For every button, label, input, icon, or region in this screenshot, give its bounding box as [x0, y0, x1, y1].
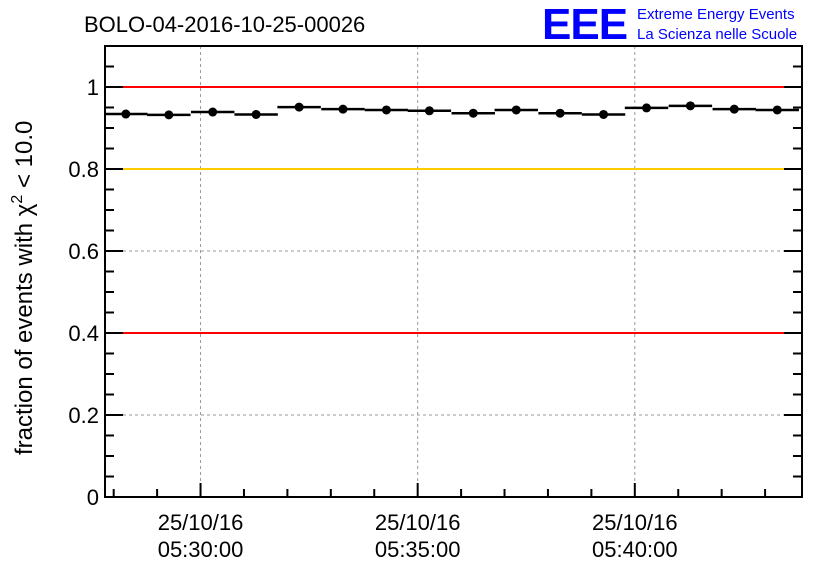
eee-logo: EEE Extreme Energy Events La Scienza nel… [542, 0, 797, 49]
data-point [468, 108, 478, 118]
x-tick-date: 25/10/16 [158, 510, 244, 535]
data-point [642, 103, 652, 113]
y-tick-label: 0.8 [68, 157, 99, 182]
logo-letters: EEE [542, 0, 627, 49]
y-tick-label: 0 [87, 485, 99, 510]
data-point [424, 106, 434, 116]
data-point [164, 110, 174, 120]
y-tick-label: 0.2 [68, 403, 99, 428]
x-tick-time: 05:30:00 [158, 537, 244, 562]
logo-line2: La Scienza nelle Scuole [637, 26, 797, 43]
logo-line1: Extreme Energy Events [637, 6, 795, 23]
data-point [121, 109, 131, 119]
y-tick-label: 0.4 [68, 321, 99, 346]
data-point [685, 101, 695, 111]
y-tick-label: 0.6 [68, 239, 99, 264]
x-tick-date: 25/10/16 [375, 510, 461, 535]
data-point [338, 104, 348, 114]
data-point [511, 105, 521, 115]
chart-title: BOLO-04-2016-10-25-00026 [84, 12, 365, 37]
data-point [555, 108, 565, 118]
data-point [599, 109, 609, 119]
x-tick-time: 05:35:00 [375, 537, 461, 562]
x-tick-time: 05:40:00 [592, 537, 678, 562]
data-point [208, 107, 218, 117]
data-point [772, 105, 782, 115]
data-point [729, 104, 739, 114]
x-tick-date: 25/10/16 [592, 510, 678, 535]
data-point [251, 109, 261, 119]
y-axis-label: fraction of events with χ2 < 10.0 [9, 121, 38, 455]
data-point [381, 105, 391, 115]
y-tick-label: 1 [87, 75, 99, 100]
data-point [294, 102, 304, 112]
plot-frame [104, 45, 803, 498]
